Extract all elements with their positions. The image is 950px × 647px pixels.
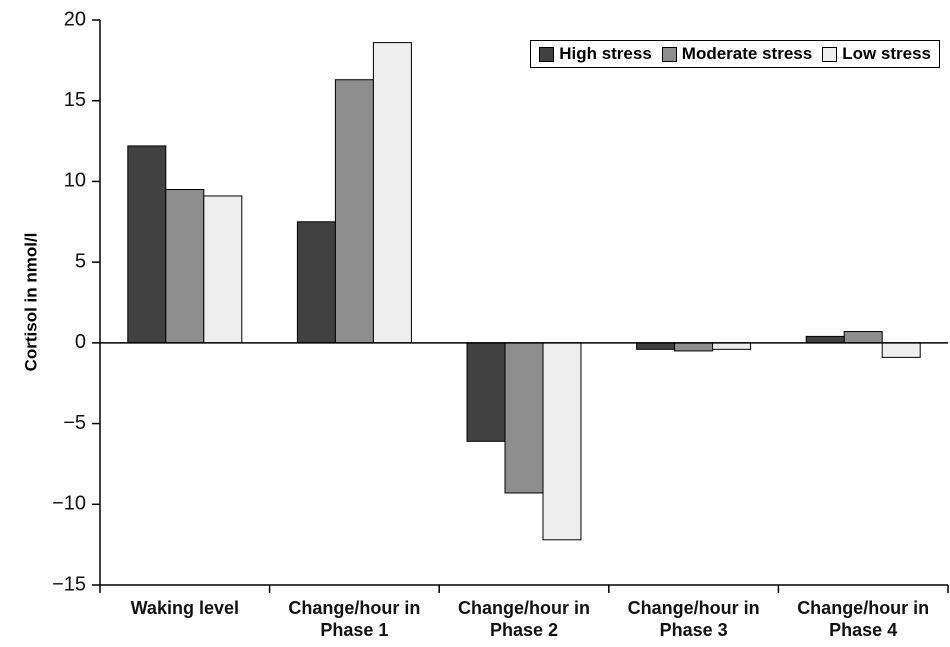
bar [466,342,506,442]
bar [636,342,676,350]
legend-item: High stress [539,44,652,64]
x-tick-label: Waking level [130,598,239,618]
legend-swatch [661,46,677,62]
y-tick-label: 0 [75,331,86,353]
y-tick-label: 5 [75,250,86,272]
bar [805,335,845,344]
bar [127,145,167,344]
bar [372,42,412,344]
y-tick-label: −5 [63,412,86,434]
x-tick-label: Change/hour in Phase 1 [288,598,421,640]
legend-label: Moderate stress [681,44,813,63]
legend-label: High stress [559,44,652,63]
bar [334,79,374,344]
legend-label: Low stress [842,44,931,63]
bar [203,195,243,344]
bar [674,342,714,352]
bar [504,342,544,494]
x-tick-label: Change/hour in Phase 3 [627,598,760,640]
legend-item: Moderate stress [661,44,813,64]
bar [165,189,205,344]
legend: High stress Moderate stress Low stress [530,40,940,68]
bar [296,221,336,344]
bar [542,342,582,541]
x-tick-label: Change/hour in Phase 2 [458,598,590,640]
y-tick-label: −15 [52,573,86,595]
y-tick-label: 20 [64,8,86,30]
y-tick-label: 15 [64,89,86,111]
y-tick-label: 10 [64,170,86,192]
y-axis-label: Cortisol in nmol/l [21,233,40,372]
x-tick-label: Change/hour in Phase 4 [797,598,930,640]
bar [843,331,883,344]
bar [881,342,921,358]
legend-swatch [822,46,838,62]
legend-swatch [539,46,555,62]
legend-item: Low stress [822,44,931,64]
y-tick-label: −10 [52,493,86,515]
bar [712,342,752,350]
